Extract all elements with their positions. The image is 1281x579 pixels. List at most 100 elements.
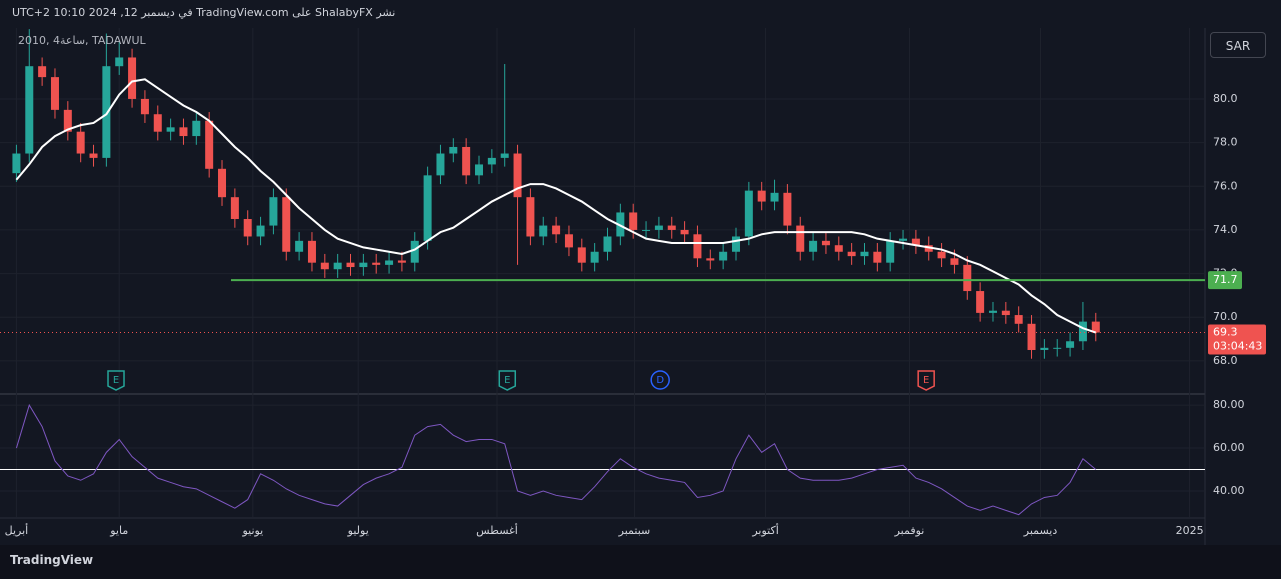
candle-body	[976, 291, 985, 313]
candle-body	[38, 66, 47, 78]
candle-body	[1091, 321, 1100, 333]
candle-body	[1066, 341, 1075, 348]
candle-body	[667, 225, 676, 230]
candle-body	[963, 264, 972, 292]
symbol-info: 2010, 4ساعة, TADAWUL	[18, 34, 146, 47]
candle-body	[63, 109, 72, 132]
candle-body	[76, 131, 85, 154]
candle-body	[140, 98, 149, 115]
candle-body	[950, 258, 959, 265]
candle-body	[1078, 321, 1087, 342]
candle-body	[834, 245, 843, 252]
y-tick-label: 68.0	[1213, 354, 1238, 367]
candle-body	[295, 240, 304, 252]
currency-button[interactable]: SAR	[1210, 32, 1266, 58]
x-tick-label: 2025	[1176, 524, 1204, 537]
y-tick-label: 40.00	[1213, 484, 1245, 497]
indicator-line	[15, 403, 1097, 516]
footer-bar	[0, 545, 1281, 579]
candle-body	[539, 225, 548, 237]
candle-body	[153, 114, 162, 132]
candle-body	[577, 247, 586, 263]
candle-body	[719, 251, 728, 261]
candle-body	[937, 251, 946, 259]
candle-body	[243, 219, 252, 237]
candle-body	[1001, 310, 1010, 316]
candle-body	[770, 192, 779, 202]
event-label: E	[923, 375, 929, 386]
last-price-bg	[1208, 324, 1266, 355]
candle-body	[873, 251, 882, 263]
candle-body	[1040, 347, 1049, 350]
candle-body	[269, 197, 278, 226]
candle-body	[860, 251, 869, 257]
candle-body	[564, 234, 573, 248]
x-tick-label: أغسطس	[476, 523, 518, 537]
candle-body	[462, 146, 471, 176]
candle-body	[423, 175, 432, 241]
candle-body	[218, 168, 227, 198]
candle-body	[256, 225, 265, 237]
candle-body	[500, 153, 509, 158]
level-label: 71.7	[1213, 273, 1238, 286]
x-tick-label: سبتمبر	[618, 524, 651, 537]
candle-body	[886, 240, 895, 263]
candle-body	[590, 251, 599, 263]
candle-body	[552, 225, 561, 235]
candle-body	[603, 236, 612, 252]
candle-body	[757, 190, 766, 202]
candle-body	[346, 262, 355, 268]
publish-info: نشر ShalabyFX على TradingView.com في ديس…	[12, 6, 396, 19]
x-tick-label: أبريل	[5, 523, 29, 537]
candle-body	[50, 77, 59, 110]
candle-body	[1027, 323, 1036, 350]
candle-body	[320, 262, 329, 270]
event-label: D	[656, 375, 664, 386]
x-tick-label: ديسمبر	[1023, 524, 1058, 537]
event-marker	[107, 370, 125, 391]
candle-body	[821, 240, 830, 246]
candle-body	[372, 262, 381, 265]
candle-body	[783, 192, 792, 226]
candle-body	[192, 120, 201, 137]
candle-body	[25, 66, 34, 154]
candle-body	[475, 164, 484, 176]
candle-body	[410, 240, 419, 263]
event-label: E	[113, 375, 119, 386]
event-marker	[917, 370, 935, 391]
candle-body	[629, 212, 638, 230]
candle-body	[899, 238, 908, 241]
y-tick-label: 60.00	[1213, 441, 1245, 454]
candle-body	[166, 127, 175, 132]
event-marker	[498, 370, 517, 391]
candle-body	[513, 153, 522, 198]
candle-body	[911, 238, 920, 246]
candle-body	[706, 258, 715, 261]
candle-body	[744, 190, 753, 237]
countdown: 03:04:43	[1213, 340, 1262, 353]
candle-body	[102, 66, 111, 158]
candle-body	[487, 157, 496, 165]
x-tick-label: أكتوبر	[751, 523, 778, 537]
candle-body	[179, 127, 188, 137]
candle-body	[397, 260, 406, 263]
candle-body	[526, 197, 535, 237]
y-tick-label: 74.0	[1213, 223, 1238, 236]
brand: TradingView	[10, 553, 94, 567]
candle-body	[731, 236, 740, 252]
candle-body	[307, 240, 316, 263]
event-marker	[650, 370, 670, 390]
candle-body	[12, 153, 21, 174]
y-tick-label: 80.00	[1213, 398, 1245, 411]
candle-body	[89, 153, 98, 158]
event-label: E	[504, 375, 510, 386]
candle-body	[1053, 347, 1062, 349]
candle-body	[693, 234, 702, 259]
candle-body	[924, 245, 933, 252]
candle-body	[796, 225, 805, 252]
last-price-label: 69.3	[1213, 326, 1238, 339]
candle-body	[809, 240, 818, 252]
candle-body	[205, 120, 214, 169]
candle-body	[436, 153, 445, 176]
